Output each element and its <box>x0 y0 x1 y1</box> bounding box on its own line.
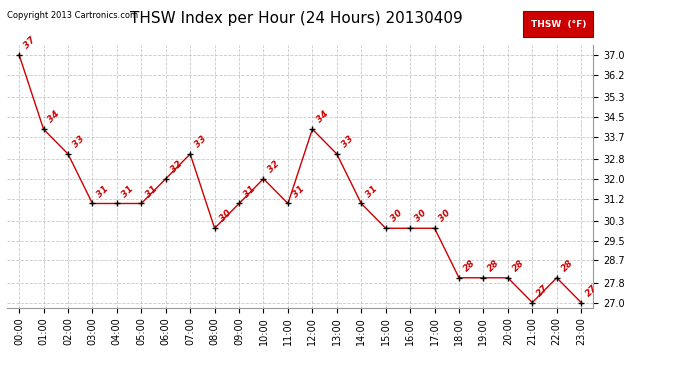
Text: 37: 37 <box>22 35 37 51</box>
Text: THSW Index per Hour (24 Hours) 20130409: THSW Index per Hour (24 Hours) 20130409 <box>130 11 463 26</box>
Text: 31: 31 <box>242 184 257 199</box>
Text: 28: 28 <box>486 258 502 273</box>
Text: 31: 31 <box>291 184 306 199</box>
Text: 28: 28 <box>560 258 575 273</box>
Text: 28: 28 <box>462 258 477 273</box>
Text: 32: 32 <box>266 159 282 174</box>
Text: 30: 30 <box>437 209 453 224</box>
Text: 27: 27 <box>584 283 600 298</box>
Text: 31: 31 <box>144 184 159 199</box>
Text: 30: 30 <box>217 209 233 224</box>
Text: Copyright 2013 Cartronics.com: Copyright 2013 Cartronics.com <box>7 11 138 20</box>
Text: 34: 34 <box>46 110 61 125</box>
Text: 33: 33 <box>339 134 355 150</box>
FancyBboxPatch shape <box>523 11 593 37</box>
Text: 33: 33 <box>71 134 86 150</box>
Text: 27: 27 <box>535 283 551 298</box>
Text: 34: 34 <box>315 110 331 125</box>
Text: 32: 32 <box>168 159 184 174</box>
Text: 30: 30 <box>413 209 428 224</box>
Text: 31: 31 <box>364 184 380 199</box>
Text: 33: 33 <box>193 134 208 150</box>
Text: THSW  (°F): THSW (°F) <box>531 20 586 28</box>
Text: 28: 28 <box>511 258 526 273</box>
Text: 30: 30 <box>388 209 404 224</box>
Text: 31: 31 <box>95 184 110 199</box>
Text: 31: 31 <box>120 184 135 199</box>
